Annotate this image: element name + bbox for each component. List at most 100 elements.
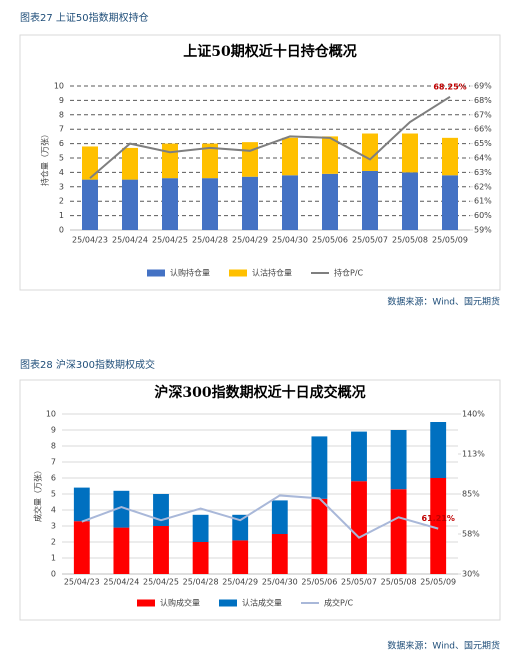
- y-tick-label: 1: [51, 554, 56, 563]
- x-tick-label: 25/04/29: [232, 236, 268, 245]
- bar: [442, 175, 458, 230]
- x-tick-label: 25/04/24: [103, 578, 139, 587]
- x-tick-label: 25/05/06: [301, 578, 337, 587]
- bar: [271, 500, 288, 534]
- bar: [113, 527, 130, 574]
- bar: [242, 176, 258, 230]
- value-label: 61.21%: [422, 514, 455, 523]
- y2-tick-label: 61%: [474, 197, 492, 206]
- y-tick-label: 4: [51, 506, 56, 515]
- bar: [242, 142, 258, 177]
- bar: [122, 147, 138, 180]
- bar: [322, 173, 338, 230]
- y-tick-label: 2: [59, 197, 64, 206]
- y-tick-label: 2: [51, 538, 56, 547]
- value-label: 68.25%: [433, 82, 466, 91]
- y2-tick-label: 30%: [462, 570, 480, 579]
- y2-tick-label: 68%: [474, 96, 492, 105]
- bar: [390, 489, 407, 574]
- y-tick-label: 10: [54, 82, 64, 91]
- bar: [311, 436, 328, 499]
- bar: [202, 143, 218, 179]
- bar: [113, 490, 130, 528]
- x-tick-label: 25/04/24: [112, 236, 148, 245]
- bar: [390, 430, 407, 490]
- bar: [430, 478, 447, 574]
- x-tick-label: 25/04/25: [143, 578, 179, 587]
- y-tick-label: 3: [51, 522, 56, 531]
- legend-swatch: [229, 269, 247, 277]
- y-tick-label: 8: [59, 110, 64, 119]
- y-tick-label: 9: [51, 426, 56, 435]
- y2-tick-label: 62%: [474, 182, 492, 191]
- y-tick-label: 3: [59, 182, 64, 191]
- legend-swatch: [137, 599, 155, 607]
- x-tick-label: 25/04/29: [222, 578, 258, 587]
- caption: 图表28 沪深300指数期权成交: [20, 358, 155, 371]
- y-tick-label: 6: [59, 139, 64, 148]
- y2-tick-label: 67%: [474, 110, 492, 119]
- chart-frame: [19, 34, 501, 291]
- legend-label: 认购持仓量: [170, 268, 210, 278]
- y-tick-label: 0: [51, 570, 56, 579]
- caption: 图表27 上证50指数期权持仓: [20, 11, 149, 24]
- bar: [162, 143, 178, 179]
- bar: [153, 526, 169, 574]
- y2-tick-label: 59%: [474, 226, 492, 235]
- y2-tick-label: 69%: [474, 82, 492, 91]
- x-tick-label: 25/05/09: [420, 578, 456, 587]
- bar: [402, 172, 418, 230]
- y-tick-label: 5: [51, 490, 56, 499]
- bar: [351, 481, 367, 574]
- bar: [362, 170, 378, 230]
- x-tick-label: 25/05/08: [381, 578, 417, 587]
- bar: [82, 179, 98, 230]
- bar: [162, 178, 178, 230]
- x-tick-label: 25/05/07: [341, 578, 377, 587]
- legend-label: 成交P/C: [324, 598, 354, 608]
- bar: [430, 422, 447, 478]
- y-tick-label: 7: [59, 125, 64, 134]
- y2-tick-label: 63%: [474, 168, 492, 177]
- y2-tick-label: 113%: [462, 450, 485, 459]
- y2-tick-label: 60%: [474, 211, 492, 220]
- bar: [192, 514, 209, 542]
- x-tick-label: 25/05/07: [352, 236, 388, 245]
- y-tick-label: 8: [51, 442, 56, 451]
- bar: [122, 179, 138, 230]
- y2-tick-label: 85%: [462, 490, 480, 499]
- bar: [232, 514, 249, 541]
- y2-tick-label: 140%: [462, 410, 485, 419]
- legend-label: 认沽成交量: [242, 598, 282, 608]
- source: 数据来源：Wind、国元期货: [387, 640, 500, 652]
- bar: [442, 137, 458, 176]
- legend-swatch: [219, 599, 237, 607]
- bar: [402, 133, 418, 173]
- chart-title: 上证50期权近十日持仓概况: [183, 43, 356, 60]
- x-tick-label: 25/04/28: [192, 236, 228, 245]
- chart-title: 沪深300指数期权近十日成交概况: [154, 384, 365, 401]
- legend-label: 认沽持仓量: [252, 268, 292, 278]
- y-axis-title: 持仓量（万张）: [40, 130, 50, 186]
- x-tick-label: 25/05/09: [432, 236, 468, 245]
- y-tick-label: 4: [59, 168, 64, 177]
- x-tick-label: 25/04/23: [64, 578, 100, 587]
- line: [89, 95, 451, 179]
- bar: [311, 498, 328, 574]
- bar: [351, 431, 367, 482]
- legend-swatch: [147, 269, 165, 277]
- line: [81, 494, 439, 539]
- y-axis-title: 成交量（万张）: [33, 466, 43, 522]
- bar: [232, 540, 249, 574]
- x-tick-label: 25/04/23: [72, 236, 108, 245]
- y-tick-label: 9: [59, 96, 64, 105]
- y2-tick-label: 58%: [462, 530, 480, 539]
- y-tick-label: 7: [51, 458, 56, 467]
- bar: [362, 133, 378, 171]
- y-tick-label: 6: [51, 474, 56, 483]
- bar: [202, 178, 218, 230]
- y-tick-label: 5: [59, 154, 64, 163]
- y2-tick-label: 64%: [474, 154, 492, 163]
- bar: [282, 175, 298, 230]
- x-tick-label: 25/04/30: [262, 578, 298, 587]
